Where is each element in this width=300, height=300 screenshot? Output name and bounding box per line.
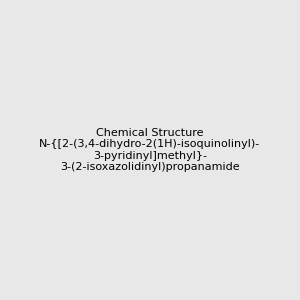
Text: Chemical Structure
N-{[2-(3,4-dihydro-2(1H)-isoquinolinyl)-
3-pyridinyl]methyl}-: Chemical Structure N-{[2-(3,4-dihydro-2(…	[39, 128, 261, 172]
